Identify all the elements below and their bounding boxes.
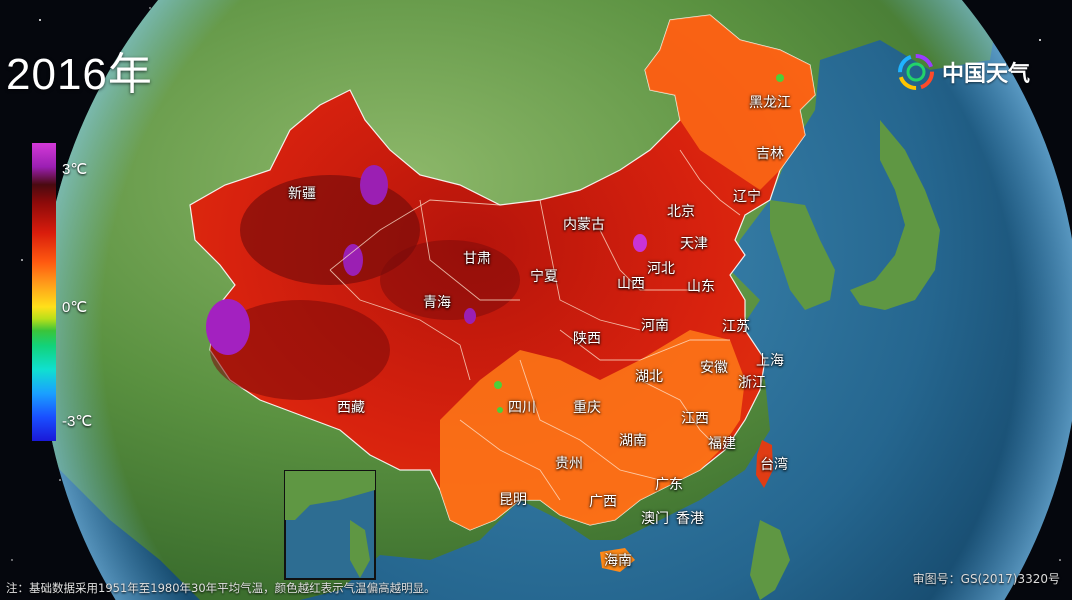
province-label-guangdong: 广东 (655, 477, 683, 493)
province-label-hubei: 湖北 (635, 369, 663, 385)
province-label-kunming: 昆明 (499, 492, 527, 508)
province-label-gansu: 甘肃 (463, 251, 491, 267)
province-label-hunan: 湖南 (619, 433, 647, 449)
province-label-jilin: 吉林 (756, 146, 784, 162)
province-label-xianggang: 香港 (676, 511, 704, 527)
province-label-aomen: 澳门 (641, 511, 669, 527)
province-label-jiangxi: 江西 (681, 411, 709, 427)
province-label-shanghai: 上海 (756, 353, 784, 369)
province-label-ningxia: 宁夏 (530, 269, 558, 285)
province-label-tianjin: 天津 (680, 236, 708, 252)
map-review-number: 审图号：GS(2017)3320号 (912, 572, 1060, 586)
province-label-shandong: 山东 (687, 279, 715, 295)
province-label-chongqing: 重庆 (573, 400, 601, 416)
footnote: 注：基础数据采用1951年至1980年30年平均气温，颜色越红表示气温偏高越明显… (6, 581, 436, 595)
province-label-hebei: 河北 (647, 261, 675, 277)
province-label-sichuan: 四川 (508, 400, 536, 416)
province-label-zhejiang: 浙江 (738, 375, 766, 391)
province-label-shanxi: 山西 (617, 276, 645, 292)
province-label-xizang: 西藏 (337, 400, 365, 416)
china-weather-logo-icon (898, 54, 934, 90)
globe-rim (40, 0, 1072, 600)
province-label-guangxi: 广西 (589, 494, 617, 510)
temperature-legend-bar (32, 143, 56, 441)
brand-logo: 中国天气 (896, 52, 1030, 92)
province-label-shaanxi: 陕西 (573, 331, 601, 347)
province-label-qinghai: 青海 (423, 295, 451, 311)
province-label-xinjiang: 新疆 (288, 186, 316, 202)
province-label-hainan: 海南 (604, 553, 632, 569)
legend-mid-label: 0℃ (62, 299, 88, 316)
province-label-henan: 河南 (641, 318, 669, 334)
province-label-heilongjiang: 黑龙江 (749, 95, 791, 111)
province-label-beijing: 北京 (667, 204, 695, 220)
province-label-fujian: 福建 (708, 436, 736, 452)
province-label-taiwan: 台湾 (760, 457, 788, 473)
province-label-liaoning: 辽宁 (733, 189, 761, 205)
province-label-neimenggu: 内蒙古 (563, 217, 605, 233)
legend-max-label: 3℃ (62, 161, 88, 178)
province-label-guizhou: 贵州 (555, 456, 583, 472)
province-label-anhui: 安徽 (700, 360, 728, 376)
legend-min-label: -3℃ (62, 413, 93, 430)
brand-name: 中国天气 (942, 62, 1031, 87)
year-label: 2016年 (6, 50, 153, 99)
province-label-jiangsu: 江苏 (722, 319, 750, 335)
